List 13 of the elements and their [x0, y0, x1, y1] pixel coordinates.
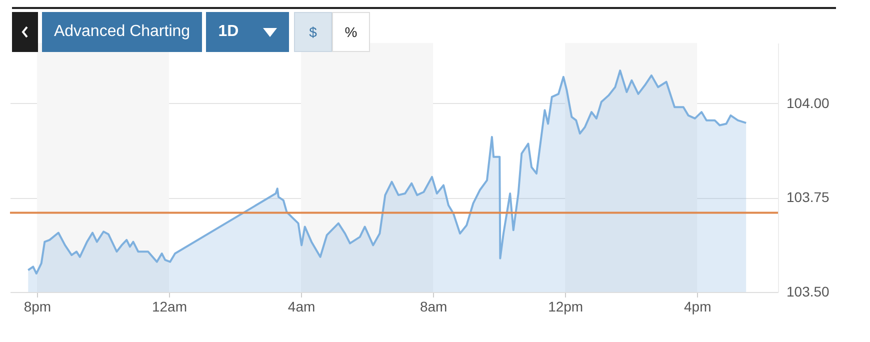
y-tick-label: 103.50: [786, 284, 830, 300]
x-tick-label: 4am: [288, 298, 316, 314]
x-tick-label: 8pm: [24, 298, 52, 314]
y-tick-label: 104.00: [786, 94, 830, 111]
text-button: Advanced Charting: [42, 12, 202, 52]
dropdown-button: 1D: [206, 12, 289, 52]
x-tick-label: 4pm: [684, 298, 712, 314]
toggle-button: $: [294, 12, 332, 52]
x-tick-label: 12am: [152, 298, 188, 314]
x-tick-label: 12pm: [548, 298, 584, 314]
x-tick-label: 8am: [420, 298, 448, 314]
y-tick-label: 103.75: [786, 189, 830, 206]
toggle-button: %: [332, 12, 370, 52]
